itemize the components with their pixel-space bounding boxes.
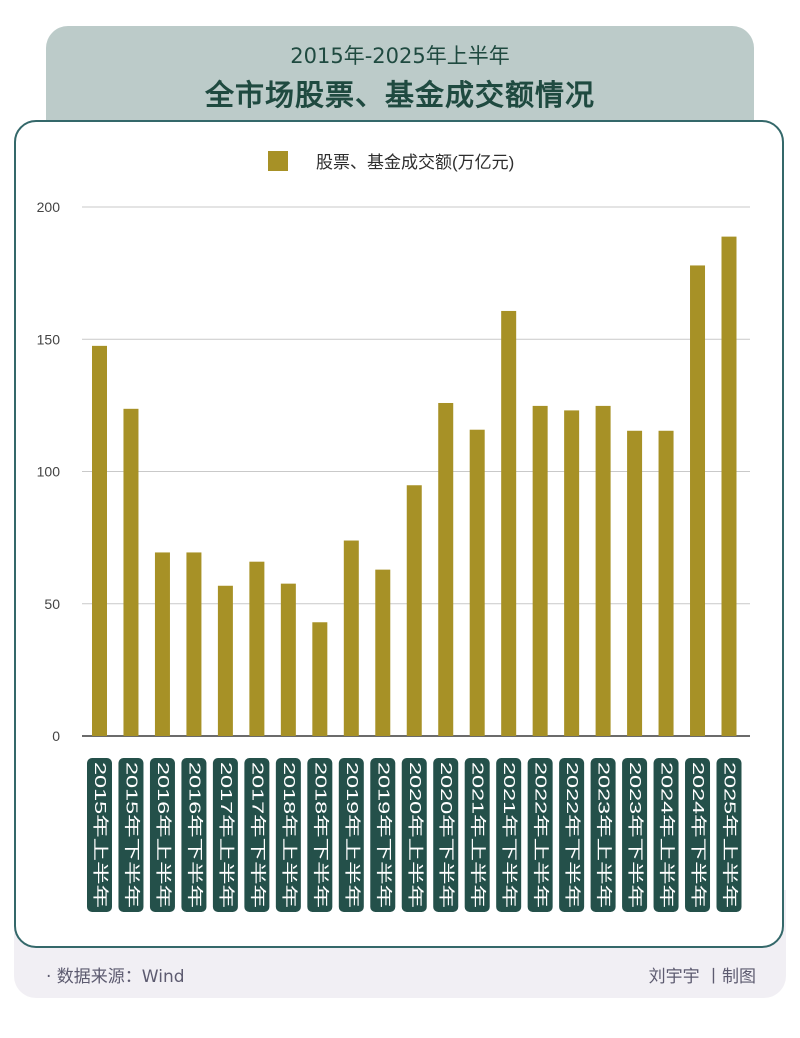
bar	[564, 410, 580, 736]
bar	[469, 429, 485, 736]
x-tick-label: 2018年下半年	[311, 762, 329, 908]
chart-credit: 刘宇宇 丨制图	[648, 967, 756, 987]
bar	[501, 310, 517, 736]
x-label-background	[527, 758, 553, 912]
chart-title: 全市场股票、基金成交额情况	[204, 78, 595, 112]
legend-swatch	[268, 151, 288, 171]
bar	[249, 561, 265, 736]
bar	[690, 265, 706, 736]
x-tick-label: 2021年下半年	[500, 762, 518, 908]
legend: 股票、基金成交额(万亿元)	[268, 151, 514, 172]
x-label-background	[622, 758, 648, 912]
x-label-background	[118, 758, 144, 912]
bar	[721, 236, 737, 736]
x-label-background	[653, 758, 679, 912]
x-label-background	[464, 758, 490, 912]
x-tick-label: 2025年上半年	[721, 762, 739, 908]
bar	[532, 405, 548, 736]
x-label-background	[590, 758, 616, 912]
x-label-background	[370, 758, 396, 912]
y-tick-label: 50	[44, 596, 60, 612]
x-label-background	[149, 758, 175, 912]
y-tick-label: 100	[37, 464, 61, 480]
bar	[186, 552, 202, 736]
x-tick-label: 2015年上半年	[91, 762, 109, 908]
x-tick-label: 2024年下半年	[689, 762, 707, 908]
bar	[438, 402, 454, 736]
title-banner: 2015年-2025年上半年 全市场股票、基金成交额情况	[46, 26, 754, 138]
x-tick-label: 2019年下半年	[374, 762, 392, 908]
chart-subtitle: 2015年-2025年上半年	[290, 44, 510, 68]
bar	[312, 622, 328, 736]
x-tick-label: 2017年下半年	[248, 762, 266, 908]
x-tick-label: 2020年下半年	[437, 762, 455, 908]
bar	[627, 430, 643, 736]
y-tick-label: 150	[37, 331, 61, 347]
bar	[406, 485, 422, 736]
x-label-background	[212, 758, 238, 912]
bar	[123, 408, 139, 736]
x-label-background	[716, 758, 742, 912]
x-tick-label: 2017年上半年	[217, 762, 235, 908]
x-label-background	[559, 758, 585, 912]
x-tick-label: 2019年上半年	[343, 762, 361, 908]
y-tick-label: 0	[52, 728, 60, 744]
bar	[343, 540, 359, 736]
x-tick-label: 2021年上半年	[469, 762, 487, 908]
bar	[280, 583, 296, 736]
x-tick-label: 2016年上半年	[154, 762, 172, 908]
x-label-background	[685, 758, 711, 912]
x-tick-label: 2018年上半年	[280, 762, 298, 908]
y-tick-label: 200	[37, 199, 61, 215]
x-tick-label: 2023年上半年	[595, 762, 613, 908]
x-label-background	[275, 758, 301, 912]
x-label-background	[338, 758, 364, 912]
bar	[658, 430, 674, 736]
x-label-background	[244, 758, 270, 912]
bar	[217, 585, 233, 736]
x-tick-label: 2022年下半年	[563, 762, 581, 908]
x-tick-label: 2015年下半年	[122, 762, 140, 908]
bar	[375, 569, 391, 736]
x-label-background	[307, 758, 333, 912]
x-tick-label: 2020年上半年	[406, 762, 424, 908]
legend-label: 股票、基金成交额(万亿元)	[316, 153, 514, 172]
x-tick-label: 2023年下半年	[626, 762, 644, 908]
data-source: · 数据来源：Wind	[46, 967, 185, 987]
x-tick-label: 2016年下半年	[185, 762, 203, 908]
x-label-background	[181, 758, 207, 912]
x-tick-label: 2024年上半年	[658, 762, 676, 908]
bar	[154, 552, 170, 736]
x-label-background	[433, 758, 459, 912]
x-label-background	[496, 758, 522, 912]
x-label-background	[87, 758, 112, 912]
x-tick-label: 2022年上半年	[532, 762, 550, 908]
x-label-background	[401, 758, 427, 912]
bar	[92, 345, 107, 736]
bar	[595, 405, 611, 736]
